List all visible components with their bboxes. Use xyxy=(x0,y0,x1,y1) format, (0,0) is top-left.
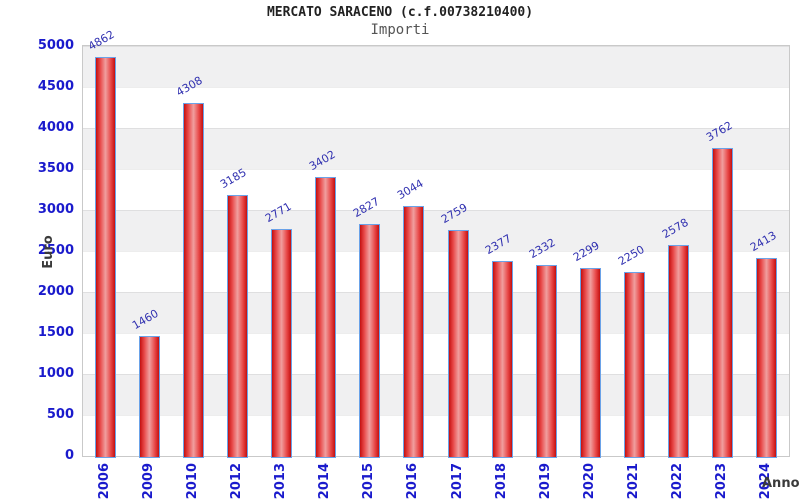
bar-value-label: 3402 xyxy=(306,147,338,174)
bar-value-label: 2377 xyxy=(483,231,514,258)
y-tick-label: 1500 xyxy=(37,325,74,340)
bar-2016 xyxy=(403,206,425,458)
bar-value-label: 2299 xyxy=(571,238,603,264)
bar-value-label: 2827 xyxy=(350,195,382,221)
bar-value-label: 2250 xyxy=(615,242,647,268)
bar-2013 xyxy=(271,228,293,458)
bar-2009 xyxy=(138,336,160,458)
bar-2021 xyxy=(624,271,646,458)
chart-subtitle: Importi xyxy=(370,22,430,38)
bar-2022 xyxy=(668,244,690,458)
bar-value-label: 1460 xyxy=(130,307,161,333)
x-tick-label: 2013 xyxy=(273,463,289,500)
y-tick-label: 3000 xyxy=(37,202,74,217)
y-axis: 0 500 1000 1500 2000 2500 3000 3500 4000 4500 5000 xyxy=(0,38,74,463)
y-tick-label: 3500 xyxy=(37,161,74,176)
bar-value-label: 2332 xyxy=(527,235,559,261)
y-tick-label: 4000 xyxy=(37,120,74,135)
x-tick-label: 2018 xyxy=(493,463,509,500)
x-tick-label: 2006 xyxy=(96,463,112,500)
bar-value-label: 2578 xyxy=(659,215,691,241)
bar-2015 xyxy=(359,224,381,458)
x-tick-label: 2022 xyxy=(670,463,686,500)
bar-2012 xyxy=(226,194,248,458)
bar-value-label: 3185 xyxy=(218,165,250,191)
x-tick-label: 2015 xyxy=(361,463,377,500)
y-tick-label: 500 xyxy=(46,407,74,422)
x-tick-label: 2012 xyxy=(228,463,244,500)
x-tick-label: 2021 xyxy=(626,463,642,500)
y-tick-label: 4500 xyxy=(37,79,74,94)
y-tick-label: 0 xyxy=(64,448,74,463)
x-tick-label: 2020 xyxy=(581,463,597,500)
x-tick-label: 2017 xyxy=(449,463,465,500)
y-tick-label: 2000 xyxy=(37,284,74,299)
bar-value-label: 4308 xyxy=(174,73,206,99)
bar-value-label: 2771 xyxy=(262,199,294,225)
bar-2020 xyxy=(579,267,601,458)
bar-2014 xyxy=(315,177,337,458)
bar-value-label: 2759 xyxy=(439,200,470,226)
plot-area: 4862 1460 4308 3185 2771 3402 2827 3044 2759 2377… xyxy=(82,28,790,458)
y-tick-label: 1000 xyxy=(37,366,74,381)
y-axis-title: Euro xyxy=(41,235,56,269)
bar-2010 xyxy=(182,102,204,458)
bar-2019 xyxy=(535,264,557,458)
bar-value-label: 3762 xyxy=(703,118,735,144)
x-tick-label: 2023 xyxy=(714,463,730,500)
bar-2017 xyxy=(447,229,469,458)
x-tick-label: 2016 xyxy=(405,463,421,500)
x-tick-label: 2019 xyxy=(537,463,553,500)
x-tick-label: 2014 xyxy=(317,463,333,500)
chart-title: MERCATO SARACENO (c.f.00738210400) xyxy=(266,5,534,20)
x-axis: 2006 2009 2010 2012 2013 2014 2015 2016 2017 2018… xyxy=(82,456,788,500)
bar-value-label: 3044 xyxy=(394,177,426,203)
x-axis-title: Anno xyxy=(762,476,800,491)
y-tick-label: 2500 xyxy=(37,243,74,258)
x-tick-label: 2009 xyxy=(140,463,156,500)
bar-2024 xyxy=(756,258,778,458)
y-tick-label: 5000 xyxy=(37,38,74,53)
bar-value-label: 2413 xyxy=(747,228,779,255)
bar-2023 xyxy=(712,147,734,458)
x-tick-label: 2010 xyxy=(184,463,200,500)
bar-2006 xyxy=(94,57,116,458)
bar-2018 xyxy=(491,261,513,458)
